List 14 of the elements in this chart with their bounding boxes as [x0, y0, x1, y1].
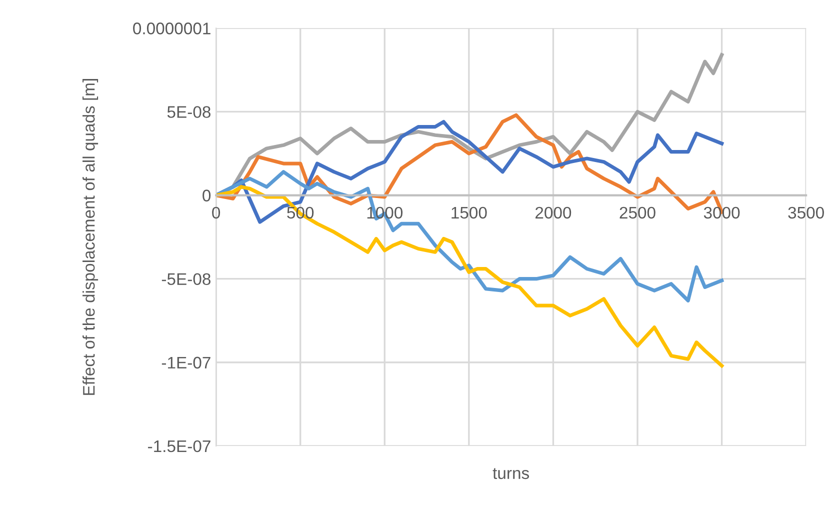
y-tick-label: 0.0000001: [133, 22, 210, 34]
x-tick-label: 0: [212, 206, 220, 219]
y-tick-label: 5E-08: [167, 106, 210, 118]
x-tick-label: 1500: [452, 206, 487, 219]
y-tick-label: -1E-07: [162, 356, 210, 369]
y-tick-label: 0: [202, 190, 211, 202]
y-tick-label: -5E-08: [162, 273, 210, 286]
x-tick-label: 2500: [620, 206, 656, 219]
x-tick-label: 3500: [788, 206, 824, 219]
y-axis-title: Effect of the dispolacement of all quads [m]: [82, 79, 98, 395]
x-axis-title: turns: [492, 468, 529, 480]
x-tick-label: 3000: [704, 206, 740, 219]
y-tick-label: -1.5E-07: [148, 440, 210, 452]
x-tick-label: 2000: [536, 206, 572, 219]
